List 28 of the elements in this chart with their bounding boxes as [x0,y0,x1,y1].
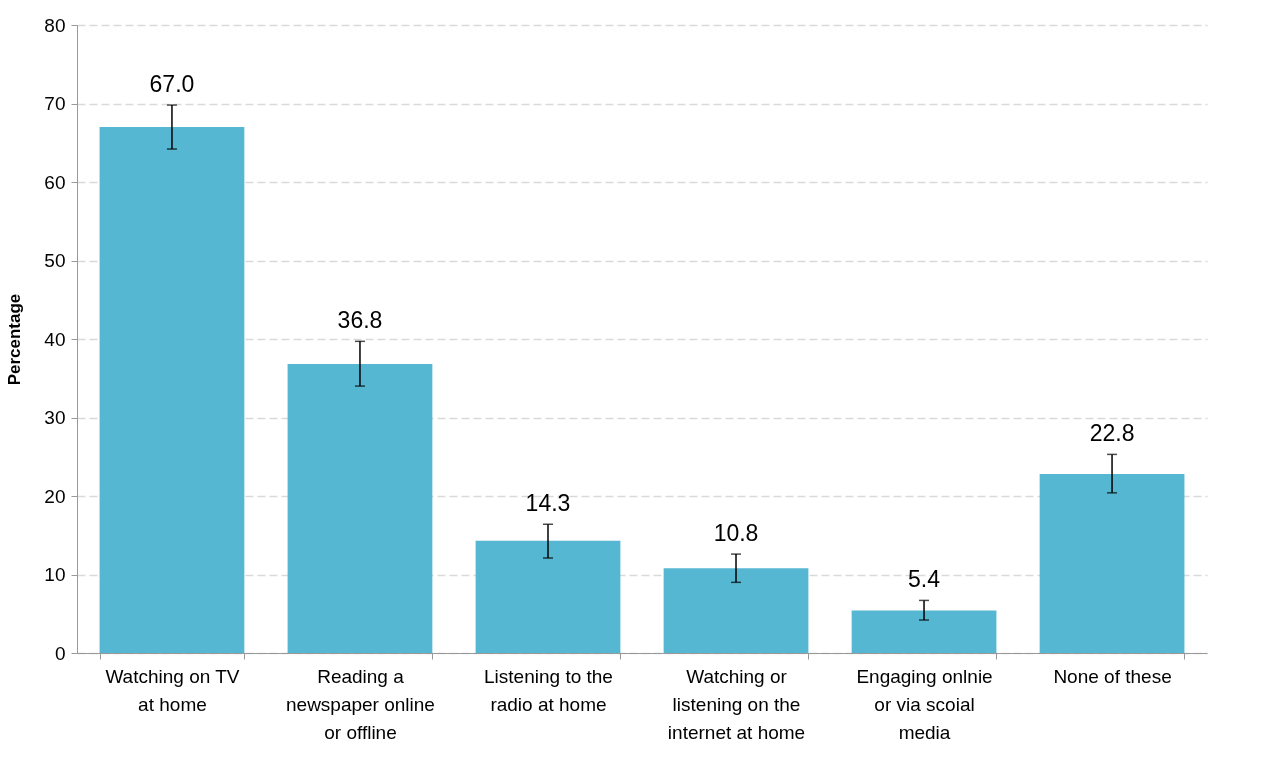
data-label: 22.8 [1089,420,1135,447]
y-tick-label: 70 [44,93,66,114]
y-tick-label: 10 [44,564,66,585]
x-tick-label: Reading a newspaper online or offline [285,665,435,743]
bar [287,364,433,653]
data-label: 5.4 [908,566,941,593]
y-tick-label: 30 [44,407,66,428]
x-tick-label: Watching on TV at home [105,665,240,715]
x-tick-label: None of these [1053,665,1172,687]
bar [1039,474,1185,653]
y-tick-label: 0 [54,642,66,664]
bar [99,127,245,653]
x-tick-label: Engaging onlnie or via scoial media [856,665,993,743]
y-tick-label: 60 [44,171,66,193]
bar [475,540,621,653]
bar [851,610,997,653]
data-label: 67.0 [149,71,195,98]
x-tick-label: Watching or listening on the internet at home [667,665,806,743]
y-tick-label: 80 [44,14,66,36]
x-tick-label: Listening to the radio at home [484,665,613,715]
y-tick-label: 40 [44,328,66,350]
bar [663,568,809,653]
data-label: 10.8 [713,520,759,547]
y-tick-label: 20 [44,485,66,507]
data-label: 14.3 [525,490,571,517]
data-label: 36.8 [337,307,383,334]
y-axis-title: Percentage [5,293,25,386]
y-tick-label: 50 [44,250,66,271]
